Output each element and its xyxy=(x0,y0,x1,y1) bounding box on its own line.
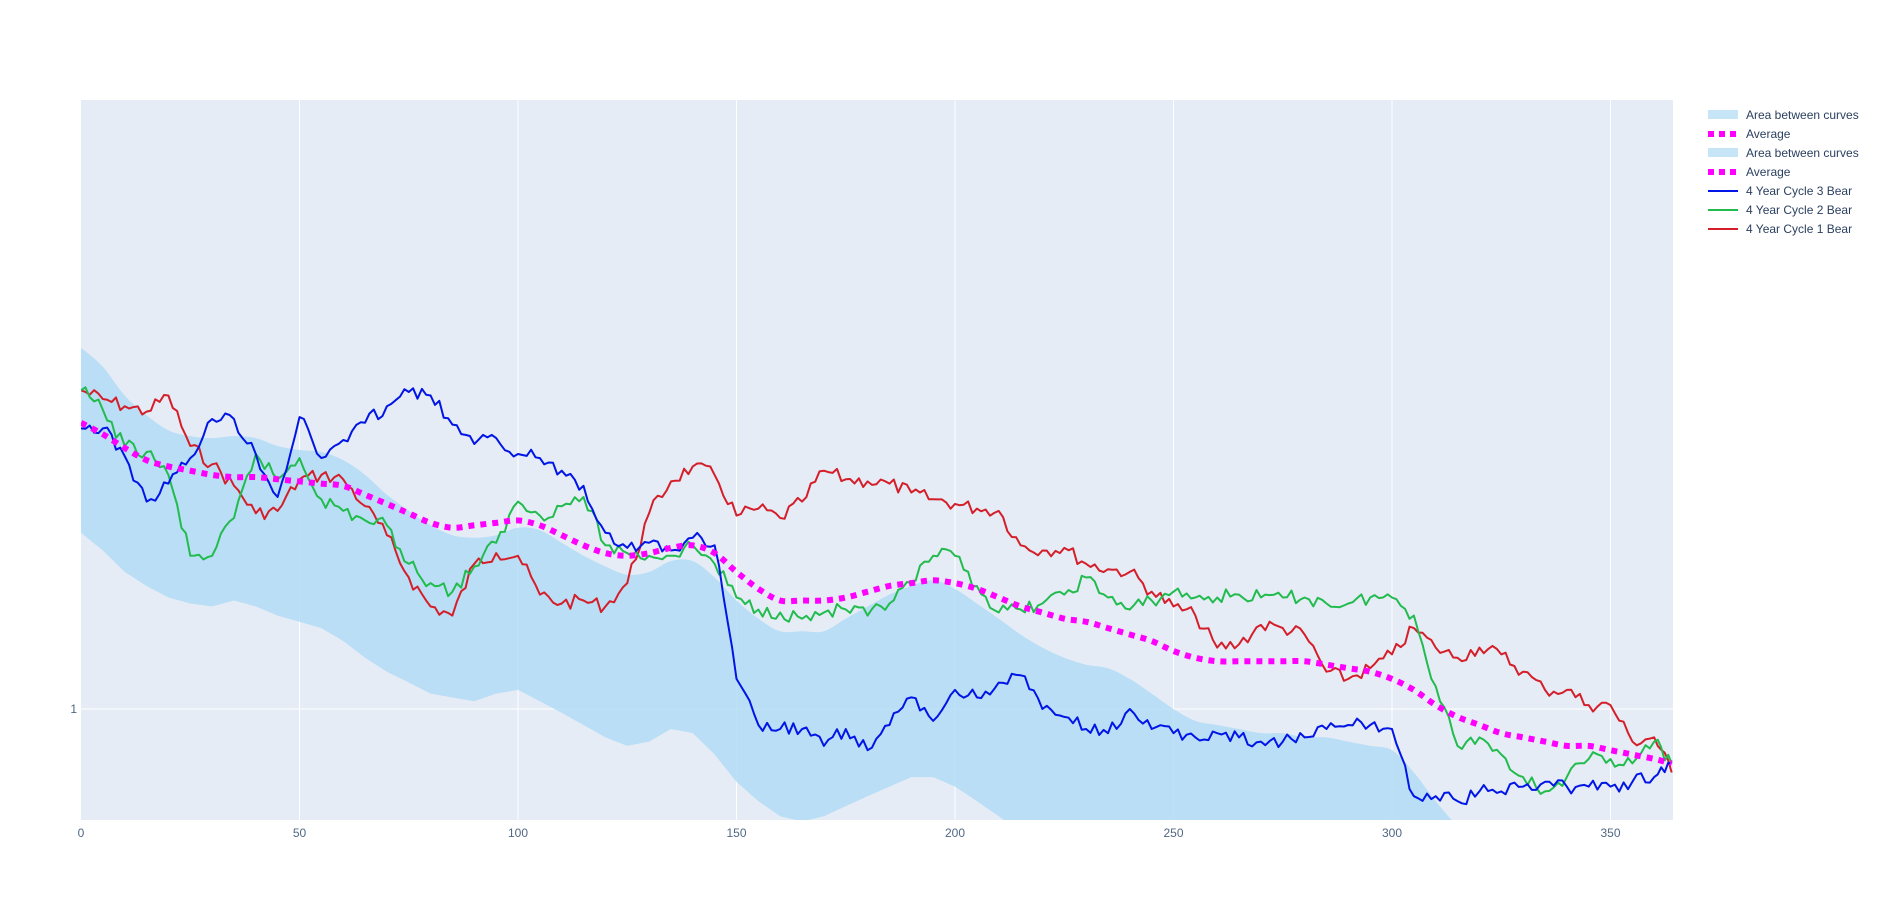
legend-label: 4 Year Cycle 1 Bear xyxy=(1746,221,1853,236)
legend-item-average-2[interactable]: Average xyxy=(1700,162,1859,181)
y-tick-label: 1 xyxy=(70,702,77,716)
blue-line-icon xyxy=(1708,186,1740,196)
red-line-icon xyxy=(1708,224,1740,234)
legend-item-cycle-3[interactable]: 4 Year Cycle 3 Bear xyxy=(1700,181,1859,200)
x-tick-label: 200 xyxy=(945,826,965,840)
legend-item-area-2[interactable]: Area between curves xyxy=(1700,143,1859,162)
legend-item-cycle-2[interactable]: 4 Year Cycle 2 Bear xyxy=(1700,200,1859,219)
average-line xyxy=(81,420,1673,767)
x-tick-label: 50 xyxy=(293,826,307,840)
dotted-line-icon xyxy=(1708,167,1740,177)
legend-label: Area between curves xyxy=(1746,145,1859,160)
legend-item-cycle-1[interactable]: 4 Year Cycle 1 Bear xyxy=(1700,219,1859,238)
legend-label: 4 Year Cycle 3 Bear xyxy=(1746,183,1853,198)
area-swatch-icon xyxy=(1708,109,1740,120)
legend-label: 4 Year Cycle 2 Bear xyxy=(1746,202,1853,217)
legend-label: Average xyxy=(1746,126,1791,141)
x-tick-label: 350 xyxy=(1600,826,1620,840)
x-tick-label: 250 xyxy=(1163,826,1183,840)
legend-item-average-1[interactable]: Average xyxy=(1700,124,1859,143)
legend-item-area-1[interactable]: Area between curves xyxy=(1700,105,1859,124)
dotted-line-icon xyxy=(1708,129,1740,139)
x-tick-label: 150 xyxy=(726,826,746,840)
legend: Area between curves Average Area between… xyxy=(1700,105,1859,238)
area-between-curves xyxy=(81,347,1452,820)
x-tick-label: 0 xyxy=(78,826,85,840)
x-tick-label: 100 xyxy=(508,826,528,840)
series-line xyxy=(81,387,1672,806)
series-line xyxy=(81,386,1673,795)
gridlines xyxy=(81,100,1673,820)
area-swatch-icon xyxy=(1708,147,1740,158)
legend-label: Average xyxy=(1746,164,1791,179)
legend-label: Area between curves xyxy=(1746,107,1859,122)
green-line-icon xyxy=(1708,205,1740,215)
x-axis-ticks: 0 50 100 150 200 250 300 350 xyxy=(78,826,1621,840)
x-tick-label: 300 xyxy=(1382,826,1402,840)
y-axis-ticks: 1 xyxy=(70,702,77,716)
